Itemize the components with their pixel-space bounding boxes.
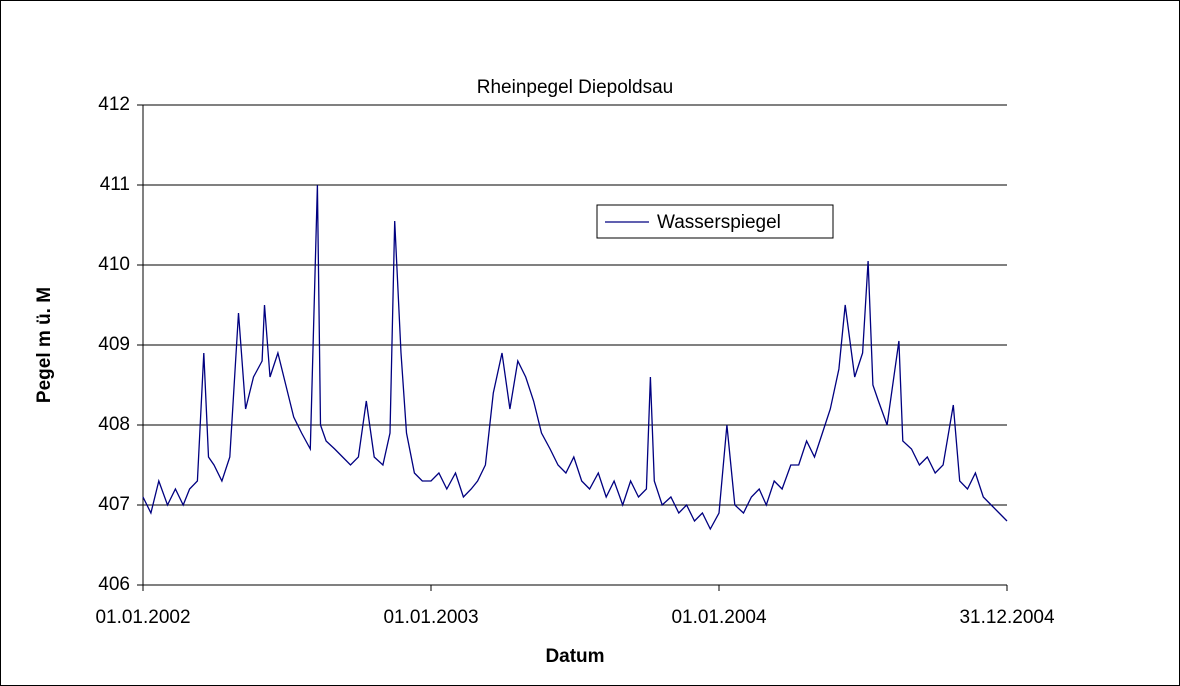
x-axis-label: Datum xyxy=(545,646,604,667)
y-tick-label: 408 xyxy=(98,414,130,435)
y-tick-label: 410 xyxy=(98,254,130,275)
y-tick-label: 407 xyxy=(98,494,130,515)
legend-label: Wasserspiegel xyxy=(657,212,781,233)
y-tick-label: 409 xyxy=(98,334,130,355)
y-tick-label: 406 xyxy=(98,574,130,595)
data-line xyxy=(142,184,1008,531)
chart-title: Rheinpegel Diepoldsau xyxy=(477,77,673,98)
y-tick-label: 411 xyxy=(100,174,130,195)
y-tick-label: 412 xyxy=(98,94,130,115)
x-tick-label: 31.12.2004 xyxy=(959,607,1055,628)
x-tick-label: 01.01.2002 xyxy=(95,607,190,628)
x-tick-label: 01.01.2004 xyxy=(671,607,767,628)
x-tick-label: 01.01.2003 xyxy=(383,607,478,628)
y-axis-label: Pegel m ü. M xyxy=(34,287,55,403)
